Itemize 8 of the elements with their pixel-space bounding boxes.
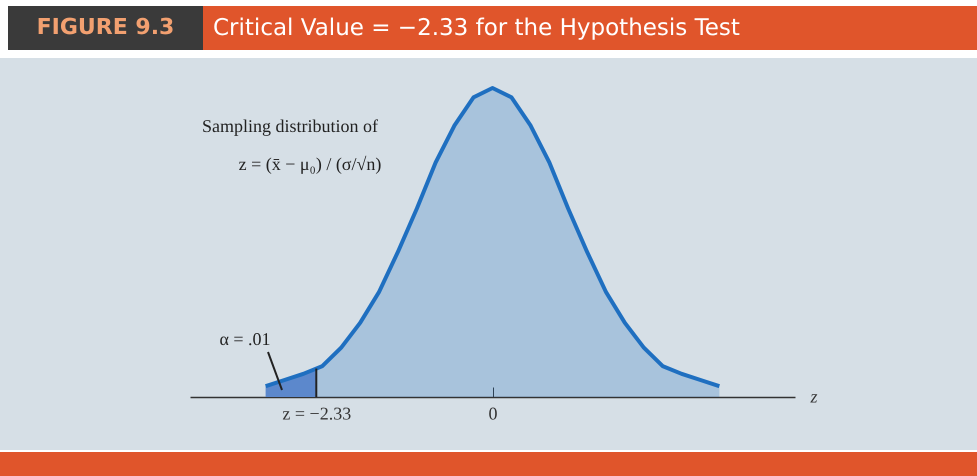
x-axis-title: z <box>810 386 818 406</box>
x-tick-label: 0 <box>488 404 498 424</box>
chart-title: Critical Value = −2.33 for the Hypothesis Test <box>203 6 977 50</box>
x-tick-label: z = −2.33 <box>282 404 352 424</box>
annotation: α = .01 <box>219 329 271 349</box>
annotation: z = (x̄ − μ₀) / (σ/√n) <box>238 154 382 174</box>
annotation: Sampling distribution of <box>202 116 378 136</box>
caption: FIGURE 9.3 <box>8 6 203 50</box>
